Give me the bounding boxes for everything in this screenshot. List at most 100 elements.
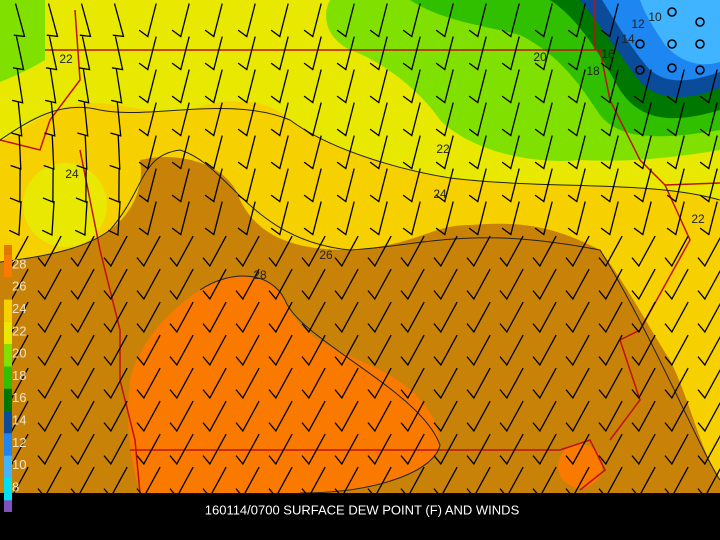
contour-label: 24 [65,167,79,181]
wind-barb [103,268,128,301]
wind-barb [235,400,260,433]
wind-barb [70,301,95,334]
wind-barb [501,69,520,104]
wind-barb [466,268,491,301]
wind-barb [334,268,359,301]
wind-barb [237,3,256,38]
wind-barb [600,102,619,137]
wind-barb [532,466,557,499]
wind-barb [235,334,260,367]
wind-barb [103,400,128,433]
wind-barb [565,301,590,334]
wind-barb [499,334,524,367]
wind-barb [336,102,355,137]
wind-barb [499,235,524,268]
wind-barb [37,268,62,301]
wind-barb [270,102,289,137]
legend-label: 8 [12,479,19,494]
wind-barb [400,433,425,466]
wind-barb [169,334,194,367]
calm-mark [667,63,677,73]
legend-label: 22 [12,323,26,338]
wind-barb [633,168,652,203]
wind-barb [301,433,326,466]
wind-barb [237,135,256,170]
wind-barb [169,301,194,334]
wind-barb [301,301,326,334]
wind-barb [303,102,322,137]
wind-barb [664,301,689,334]
wind-barb [369,168,388,203]
wind-barb [270,135,289,170]
wind-barb [600,3,619,38]
band-20 [0,0,45,82]
contour-label: 16 [601,47,615,61]
wind-barb [369,36,388,71]
wind-barb [664,400,689,433]
wind-barb [171,69,190,104]
wind-barb [12,36,25,71]
wind-barb [270,69,289,104]
wind-barb [565,235,590,268]
wind-barb [169,466,194,499]
wind-barb [76,134,88,170]
wind-barb [534,3,553,38]
wind-barb [367,235,392,268]
wind-barb [138,36,157,71]
wind-barb [466,235,491,268]
wind-barb [41,200,55,236]
wind-barb [631,268,656,301]
wind-barb [565,367,590,400]
wind-barb [301,466,326,499]
wind-barb [303,36,322,71]
wind-barb [336,69,355,104]
wind-barb [270,36,289,71]
contour-label: 20 [533,50,547,64]
legend-label: 26 [12,279,26,294]
wind-barb [697,335,720,367]
wind-barb [367,367,392,400]
legend-label: 14 [12,413,26,428]
wind-barb [237,69,256,104]
legend-swatch [4,245,12,255]
wind-barb [435,69,454,104]
wind-barb [138,168,157,203]
wind-barb [235,367,260,400]
wind-barb [435,201,454,236]
wind-barb [697,236,720,268]
wind-barb [334,235,359,268]
border [130,439,606,491]
wind-barb [334,367,359,400]
wind-barb [103,235,128,268]
wind-barb [567,168,586,203]
legend-swatch [4,500,12,512]
wind-barb [697,368,720,400]
wind-barb [103,367,128,400]
wind-barb [268,400,293,433]
wind-barb [567,135,586,170]
wind-barb [12,69,24,104]
wind-barb [699,69,718,104]
wind-barb [235,235,260,268]
contour-label: 28 [253,268,267,282]
wind-barb [400,268,425,301]
wind-barb [336,201,355,236]
wind-barb [268,334,293,367]
wind-barb [237,201,256,236]
wind-barb [402,3,421,38]
wind-barb [303,3,322,38]
legend-label: 16 [12,390,26,405]
wind-barb [369,3,388,38]
contour-label: 22 [436,142,450,156]
contours [0,106,720,494]
calm-mark [635,39,645,49]
wind-barb [171,135,190,170]
wind-barb [367,400,392,433]
wind-barb [565,466,590,499]
wind-barb [78,36,91,71]
wind-barb [37,367,62,400]
border [79,149,141,494]
contour-label: 22 [691,212,705,226]
border [45,49,720,186]
